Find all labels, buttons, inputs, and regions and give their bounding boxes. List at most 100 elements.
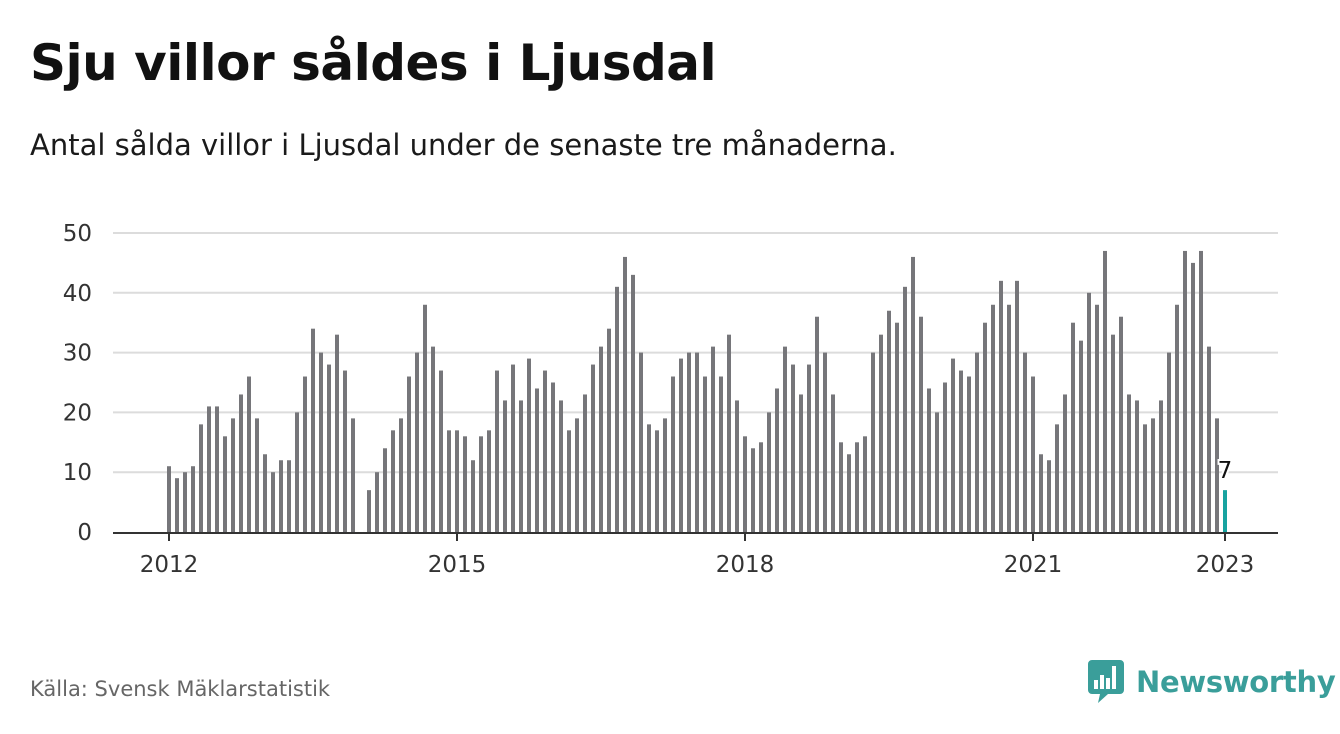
bar [695, 352, 699, 532]
bar [1031, 376, 1035, 532]
bar [543, 370, 547, 532]
bar [807, 364, 811, 532]
bar [239, 394, 243, 532]
bar [607, 328, 611, 532]
bar [799, 394, 803, 532]
bar [311, 328, 315, 532]
x-axis-ticks: 2012 2015 2018 2021 2023 [140, 533, 1255, 578]
bar [1207, 346, 1211, 532]
bar [1023, 352, 1027, 532]
bar [847, 454, 851, 532]
bar [471, 460, 475, 532]
bar [207, 406, 211, 532]
bar [759, 442, 763, 532]
chart-title: Sju villor såldes i Ljusdal [30, 34, 717, 92]
bar [247, 376, 251, 532]
bar [823, 352, 827, 532]
bar [183, 472, 187, 532]
bar [911, 256, 915, 532]
x-tick-label: 2018 [716, 552, 775, 578]
bar [975, 352, 979, 532]
bar [439, 370, 443, 532]
y-axis-ticks: 0 10 20 30 40 50 [63, 221, 92, 546]
bar [351, 418, 355, 532]
bar [575, 418, 579, 532]
bar [535, 388, 539, 532]
bar [903, 286, 907, 532]
y-tick-label: 20 [63, 400, 92, 426]
bars [167, 250, 1227, 532]
bar [391, 430, 395, 532]
bar [599, 346, 603, 532]
bar [919, 316, 923, 532]
bar [415, 352, 419, 532]
bar [959, 370, 963, 532]
bar [671, 376, 675, 532]
bar [559, 400, 563, 532]
chart-subtitle: Antal sålda villor i Ljusdal under de se… [30, 128, 897, 162]
bar [1199, 250, 1203, 532]
y-tick-label: 0 [77, 520, 92, 546]
bar [815, 316, 819, 532]
bar [1119, 316, 1123, 532]
bar [895, 322, 899, 532]
bar [1127, 394, 1131, 532]
bar [551, 382, 555, 532]
bar [423, 304, 427, 532]
bar [591, 364, 595, 532]
bar [871, 352, 875, 532]
bar [1111, 334, 1115, 532]
bar [455, 430, 459, 532]
bar [167, 466, 171, 532]
bar [199, 424, 203, 532]
bar [927, 388, 931, 532]
bar [375, 472, 379, 532]
bar [1191, 262, 1195, 532]
bar [1095, 304, 1099, 532]
bar [287, 460, 291, 532]
bar [1103, 250, 1107, 532]
bar [1087, 292, 1091, 532]
bar [383, 448, 387, 532]
bar [1079, 340, 1083, 532]
brand-logo[interactable]: Newsworthy [1088, 660, 1336, 704]
bar [711, 346, 715, 532]
bar [1015, 280, 1019, 532]
bar [839, 442, 843, 532]
bar [743, 436, 747, 532]
bar [703, 376, 707, 532]
bar [503, 400, 507, 532]
bar [399, 418, 403, 532]
y-tick-label: 40 [63, 281, 92, 307]
bar [647, 424, 651, 532]
bar [295, 412, 299, 532]
x-tick-label: 2021 [1004, 552, 1063, 578]
bar [279, 460, 283, 532]
bar [735, 400, 739, 532]
bar [1167, 352, 1171, 532]
bar [223, 436, 227, 532]
bar [175, 478, 179, 532]
bar [263, 454, 267, 532]
last-value-label: 7 [1218, 458, 1233, 484]
bar [791, 364, 795, 532]
bar [271, 472, 275, 532]
bar [831, 394, 835, 532]
bar [303, 376, 307, 532]
bar [991, 304, 995, 532]
bar [1183, 250, 1187, 532]
bar [967, 376, 971, 532]
bar [519, 400, 523, 532]
bar [255, 418, 259, 532]
bar [951, 358, 955, 532]
x-tick-label: 2012 [140, 552, 199, 578]
bar [1159, 400, 1163, 532]
bar [463, 436, 467, 532]
bar [663, 418, 667, 532]
brand-name: Newsworthy [1136, 665, 1336, 699]
x-tick-label: 2023 [1196, 552, 1255, 578]
bar [367, 490, 371, 532]
bar [231, 418, 235, 532]
y-tick-label: 10 [63, 460, 92, 486]
bar [655, 430, 659, 532]
